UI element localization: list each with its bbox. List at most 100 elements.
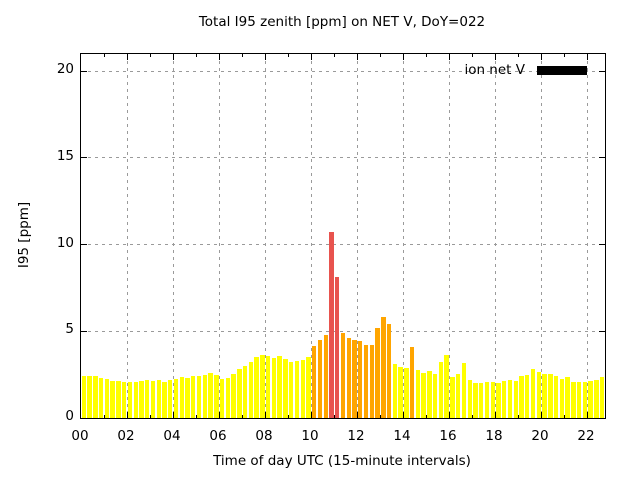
bar <box>110 380 115 418</box>
gridline-v <box>264 54 266 418</box>
x-tick-label: 20 <box>531 428 549 444</box>
axis-tick <box>310 54 312 60</box>
axis-tick <box>356 54 358 60</box>
axis-tick <box>599 244 605 245</box>
bar <box>254 357 259 418</box>
axis-tick <box>540 54 542 60</box>
axis-tick <box>103 54 105 57</box>
bar <box>530 368 536 418</box>
axis-tick <box>356 412 358 418</box>
bar <box>513 380 518 418</box>
bar <box>214 374 219 418</box>
bar <box>173 378 179 418</box>
bar <box>588 380 593 418</box>
axis-tick <box>402 54 404 60</box>
gridline-h <box>81 330 605 332</box>
bar <box>346 338 351 418</box>
bar <box>542 373 547 418</box>
bar <box>455 373 461 418</box>
axis-tick <box>310 412 312 418</box>
axis-tick <box>195 415 197 418</box>
bar <box>381 317 386 418</box>
bar <box>133 381 138 418</box>
bar <box>127 382 133 418</box>
bar <box>306 357 311 418</box>
y-tick-label: 10 <box>56 234 74 251</box>
axis-tick <box>172 412 174 418</box>
bar <box>116 380 121 418</box>
axis-tick <box>471 415 473 418</box>
bar <box>507 379 513 418</box>
legend-swatch <box>537 65 587 75</box>
bar <box>432 373 438 418</box>
bar <box>352 339 357 418</box>
bar <box>81 376 87 418</box>
axis-tick <box>425 54 427 57</box>
legend: ion net V <box>464 62 587 78</box>
bar <box>271 358 277 418</box>
bar <box>386 324 392 418</box>
bar <box>571 381 576 418</box>
axis-tick <box>333 54 335 57</box>
bar <box>392 364 398 418</box>
bar <box>317 339 323 418</box>
axis-tick <box>586 54 588 60</box>
axis-tick <box>126 54 128 60</box>
bar <box>150 380 156 418</box>
bar <box>93 376 98 418</box>
bar <box>363 345 369 418</box>
bar <box>145 379 150 418</box>
x-axis-label: Time of day UTC (15-minute intervals) <box>213 453 471 469</box>
bar <box>335 277 340 418</box>
axis-tick <box>81 330 87 332</box>
axis-tick <box>264 412 266 418</box>
axis-tick <box>149 54 151 57</box>
gridline-h <box>81 157 605 159</box>
axis-tick <box>517 54 519 57</box>
bar <box>283 359 288 418</box>
axis-tick <box>81 244 87 245</box>
axis-tick <box>287 54 289 57</box>
y-tick-label: 5 <box>65 321 74 338</box>
bar <box>122 381 127 418</box>
gridline-v <box>586 54 588 418</box>
axis-tick <box>494 412 496 418</box>
bar <box>358 340 363 418</box>
bar <box>202 374 207 418</box>
legend-label: ion net V <box>464 62 525 78</box>
x-tick-label: 14 <box>393 428 411 444</box>
bar <box>438 361 444 418</box>
bar <box>104 378 110 418</box>
axis-tick <box>172 54 174 60</box>
x-tick-label: 12 <box>347 428 365 444</box>
axis-tick <box>471 54 473 57</box>
bar <box>323 334 328 418</box>
axis-tick <box>218 54 220 60</box>
x-tick-label: 10 <box>301 428 319 444</box>
bar <box>548 373 553 418</box>
bar <box>479 383 484 418</box>
axis-tick <box>599 70 605 72</box>
axis-tick <box>540 412 542 418</box>
bar <box>409 346 415 418</box>
axis-tick <box>448 412 450 418</box>
axis-tick <box>425 415 427 418</box>
bar <box>225 378 231 418</box>
gridline-v <box>172 54 174 418</box>
axis-tick <box>218 412 220 418</box>
bar <box>450 377 455 418</box>
gridline-h <box>81 244 605 245</box>
bar <box>156 379 161 418</box>
axis-tick <box>264 54 266 60</box>
axis-tick <box>448 54 450 60</box>
axis-tick <box>379 415 381 418</box>
gridline-v <box>494 54 496 418</box>
axis-tick <box>241 54 243 57</box>
axis-tick <box>126 412 128 418</box>
bar <box>87 375 92 418</box>
x-tick-label: 22 <box>577 428 595 444</box>
bar <box>369 345 374 418</box>
bar <box>582 382 588 418</box>
chart-title: Total I95 zenith [ppm] on NET V, DoY=022 <box>198 14 486 30</box>
x-tick-label: 08 <box>255 428 273 444</box>
